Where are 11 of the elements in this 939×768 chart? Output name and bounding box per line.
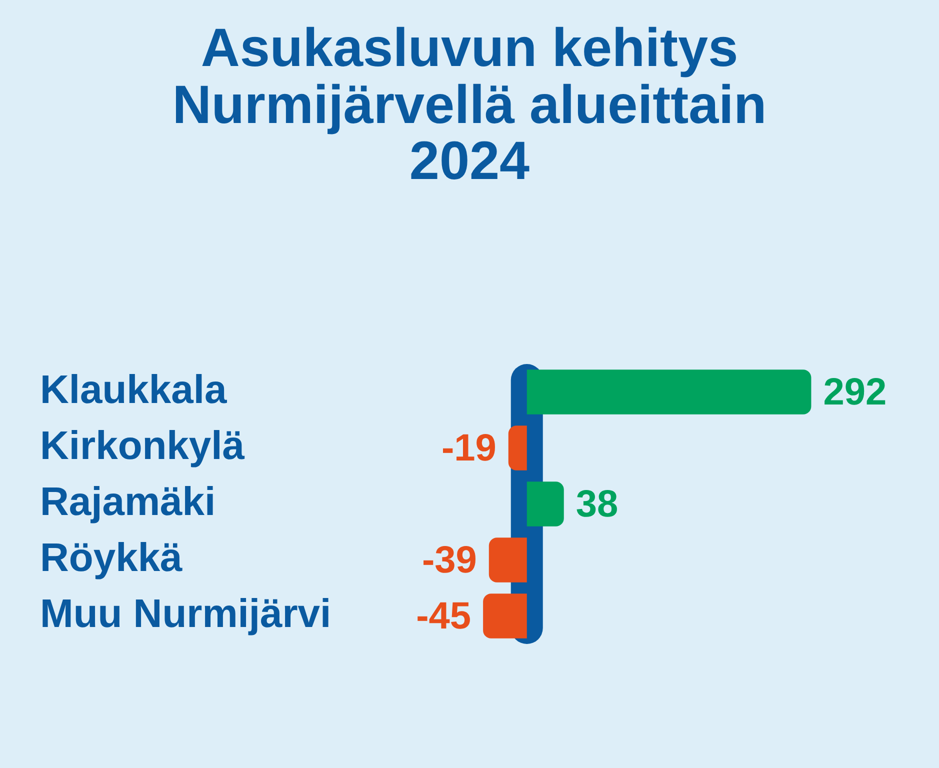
y-tick-label: Kirkonkylä (40, 424, 246, 468)
y-tick-label: Röykkä (40, 536, 184, 580)
data-label: -19 (441, 427, 496, 470)
data-label: -39 (422, 539, 477, 582)
data-label: 292 (823, 371, 887, 414)
chart-title: Asukasluvun kehitys Nurmijärvellä alueittain 2024 (171, 17, 768, 194)
y-tick-label: Muu Nurmijärvi (40, 592, 332, 636)
y-tick-label: Klaukkala (40, 368, 228, 412)
data-label: -45 (416, 595, 472, 638)
y-tick-label: Rajamäki (40, 480, 216, 524)
data-label: 38 (576, 483, 618, 526)
